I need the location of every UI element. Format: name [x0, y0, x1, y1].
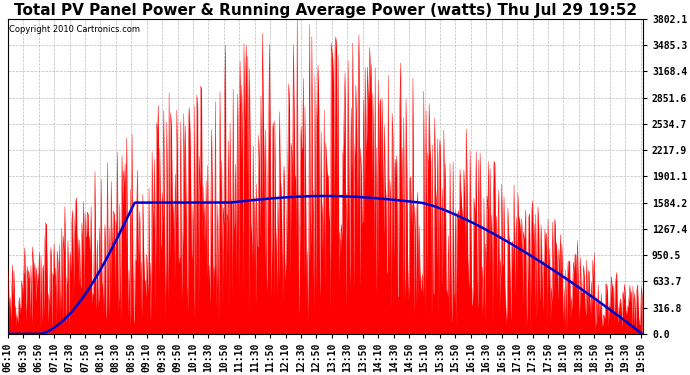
Text: Copyright 2010 Cartronics.com: Copyright 2010 Cartronics.com: [9, 25, 140, 34]
Title: Total PV Panel Power & Running Average Power (watts) Thu Jul 29 19:52: Total PV Panel Power & Running Average P…: [14, 3, 637, 18]
